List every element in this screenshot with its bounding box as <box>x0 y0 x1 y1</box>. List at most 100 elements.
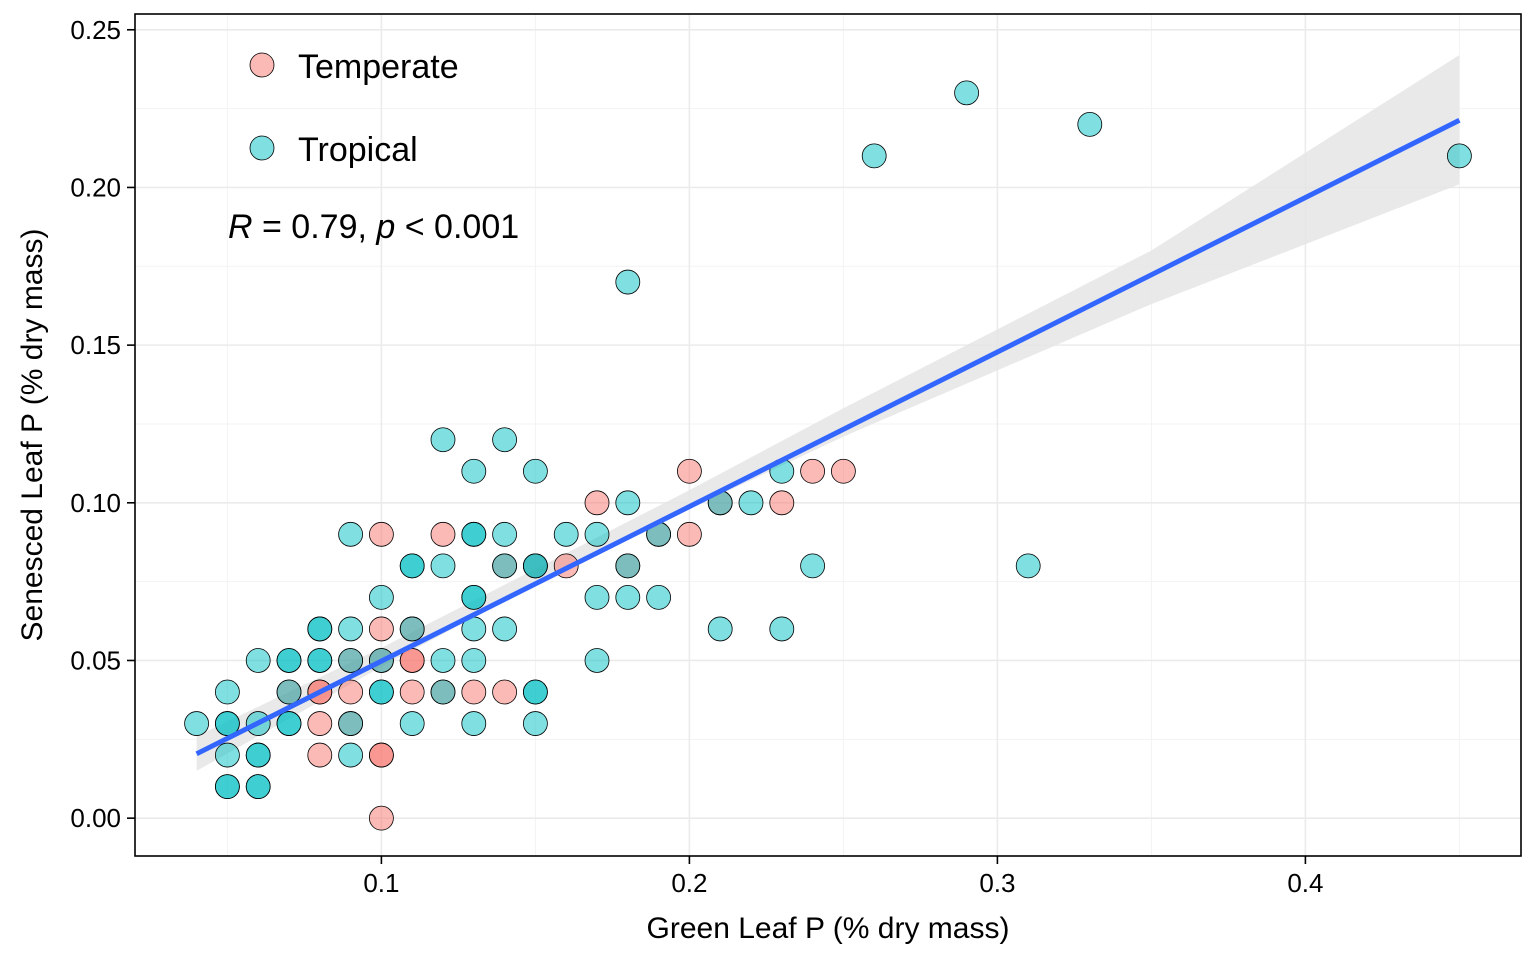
data-point-tropical <box>615 269 641 295</box>
legend: Temperate Tropical <box>249 48 459 169</box>
data-point-tropical <box>615 585 641 610</box>
data-point-temperate <box>338 679 364 705</box>
data-point-tropical <box>584 521 610 547</box>
legend-label-temperate: Temperate <box>298 48 459 86</box>
data-point-tropical <box>584 585 610 610</box>
data-point-tropical <box>338 742 364 768</box>
data-point-tropical <box>461 458 487 484</box>
data-point-tropical <box>461 648 487 673</box>
data-point-temperate <box>368 521 394 547</box>
data-point-temperate <box>461 679 487 705</box>
y-tick-label: 0.15 <box>70 330 121 360</box>
data-point-temperate <box>584 490 610 516</box>
data-point-tropical <box>245 774 271 800</box>
x-tick-label: 0.4 <box>1287 868 1323 898</box>
data-point-tropical <box>707 616 733 642</box>
data-point-tropical <box>646 585 671 610</box>
data-point-tropical <box>523 458 548 484</box>
data-point-tropical <box>214 679 240 705</box>
data-point-temperate <box>800 458 825 484</box>
x-tick-label: 0.1 <box>363 868 399 898</box>
data-point-tropical <box>214 742 240 768</box>
data-point-tropical <box>954 80 979 106</box>
data-point-tropical <box>430 427 456 453</box>
data-point-tropical <box>584 648 610 673</box>
data-point-tropical <box>399 711 425 736</box>
data-point-tropical <box>399 553 425 579</box>
data-point-temperate <box>307 742 333 768</box>
data-point-temperate <box>368 616 394 642</box>
data-point-tropical <box>245 742 271 768</box>
data-point-tropical <box>307 648 333 673</box>
y-tick-label: 0.05 <box>70 645 121 675</box>
x-axis-ticks: 0.1 0.2 0.3 0.4 <box>363 856 1323 898</box>
data-point-temperate <box>399 679 425 705</box>
data-point-tropical <box>338 616 364 642</box>
data-point-temperate <box>677 521 702 547</box>
y-tick-label: 0.00 <box>70 803 121 833</box>
y-tick-label: 0.25 <box>70 15 121 45</box>
data-point-tropical <box>276 679 302 705</box>
data-point-tropical <box>307 616 333 642</box>
x-tick-label: 0.3 <box>979 868 1015 898</box>
x-axis-title: Green Leaf P (% dry mass) <box>647 912 1010 945</box>
data-point-tropical <box>861 143 887 169</box>
data-point-tropical <box>492 521 518 547</box>
p-value: < 0.001 <box>395 208 519 246</box>
data-point-tropical <box>461 521 487 547</box>
data-point-tropical <box>461 711 487 736</box>
data-point-tropical <box>276 648 302 673</box>
data-point-tropical <box>338 521 364 547</box>
data-point-tropical <box>523 679 548 705</box>
data-point-tropical <box>1015 553 1041 579</box>
data-point-temperate <box>307 711 333 736</box>
data-point-tropical <box>184 711 210 736</box>
data-point-tropical <box>368 679 394 705</box>
data-point-tropical <box>214 711 240 736</box>
data-point-tropical <box>338 648 364 673</box>
data-point-tropical <box>430 679 456 705</box>
data-point-tropical <box>615 490 641 516</box>
y-axis-title: Senesced Leaf P (% dry mass) <box>16 229 49 642</box>
data-point-tropical <box>738 490 764 516</box>
data-point-temperate <box>368 805 394 831</box>
data-point-tropical <box>523 711 548 736</box>
data-point-temperate <box>399 648 425 673</box>
data-point-tropical <box>769 616 795 642</box>
legend-swatch-tropical <box>249 135 275 161</box>
data-point-tropical <box>553 521 579 547</box>
y-tick-label: 0.10 <box>70 488 121 518</box>
confidence-band <box>196 54 1460 771</box>
legend-label-tropical: Tropical <box>298 131 418 169</box>
r-value: = 0.79, <box>253 208 377 246</box>
data-point-tropical <box>461 585 487 610</box>
data-point-temperate <box>677 458 702 484</box>
data-point-tropical <box>338 711 364 736</box>
r-symbol: R <box>228 208 253 246</box>
data-point-temperate <box>769 490 795 516</box>
correlation-annotation: R = 0.79, p < 0.001 <box>228 208 519 246</box>
data-point-tropical <box>430 553 456 579</box>
data-point-tropical <box>276 711 302 736</box>
data-point-tropical <box>800 553 825 579</box>
confidence-band-area <box>196 54 1460 771</box>
regression-line-path <box>195 118 1461 757</box>
regression-line <box>195 118 1461 757</box>
data-point-temperate <box>368 742 394 768</box>
data-point-tropical <box>430 648 456 673</box>
data-points <box>184 80 1472 831</box>
data-point-tropical <box>492 427 518 453</box>
data-point-tropical <box>1447 143 1472 169</box>
p-symbol: p <box>375 208 395 246</box>
data-point-temperate <box>492 679 518 705</box>
data-point-tropical <box>492 616 518 642</box>
data-point-temperate <box>430 521 456 547</box>
data-point-tropical <box>368 585 394 610</box>
data-point-temperate <box>831 458 856 484</box>
data-point-tropical <box>214 774 240 800</box>
data-point-tropical <box>492 553 518 579</box>
x-tick-label: 0.2 <box>671 868 707 898</box>
data-point-tropical <box>615 553 641 579</box>
data-point-tropical <box>1077 111 1103 137</box>
